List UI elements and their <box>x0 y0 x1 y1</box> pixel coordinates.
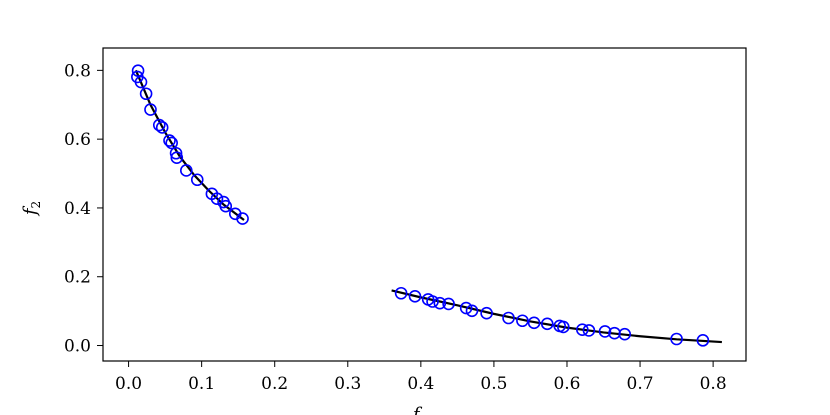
data-point <box>394 286 408 300</box>
data-point <box>426 295 439 308</box>
y-tick-label: 0.6 <box>64 130 91 150</box>
data-point <box>480 306 493 320</box>
data-point <box>170 151 184 165</box>
x-tick-label: 0.6 <box>553 374 580 394</box>
data-point <box>442 297 455 311</box>
data-point <box>180 164 193 177</box>
y-tick-label: 0.2 <box>64 268 91 288</box>
plot-area <box>131 64 722 347</box>
data-point <box>502 311 515 325</box>
data-point <box>576 323 589 337</box>
data-point <box>527 316 541 330</box>
data-point <box>144 103 157 116</box>
plot-frame <box>102 47 747 362</box>
x-tick-label: 0.2 <box>261 374 288 394</box>
data-point <box>155 121 169 134</box>
data-point <box>433 296 447 310</box>
x-axis-label: f1 <box>411 404 427 415</box>
data-point <box>540 317 554 331</box>
x-tick-label: 0.8 <box>700 374 727 394</box>
fit-line-2 <box>391 289 722 344</box>
x-tick-label: 0.4 <box>407 374 434 394</box>
y-tick-label: 0.4 <box>64 199 91 219</box>
data-point <box>131 64 145 77</box>
x-tick-label: 0.5 <box>480 374 507 394</box>
data-point <box>465 304 479 318</box>
data-point <box>459 301 473 315</box>
data-point <box>670 332 683 346</box>
data-point <box>516 314 529 328</box>
x-axis: 0.0 0.1 0.2 0.3 0.4 0.5 0.6 0.7 0.8 <box>115 361 727 394</box>
data-point <box>696 334 710 347</box>
data-point <box>408 290 422 303</box>
x-tick-label: 0.3 <box>334 374 361 394</box>
data-point <box>169 146 183 160</box>
data-point <box>219 199 233 213</box>
data-point <box>557 320 570 334</box>
data-point <box>139 87 153 101</box>
data-point <box>152 118 166 132</box>
data-point <box>165 136 178 150</box>
data-point <box>618 327 632 341</box>
data-point <box>236 212 249 225</box>
x-tick-label: 0.7 <box>627 374 654 394</box>
data-point <box>134 75 148 89</box>
data-point <box>210 192 224 205</box>
y-axis: 0.0 0.2 0.4 0.6 0.8 <box>64 61 103 357</box>
data-point <box>582 324 596 337</box>
x-tick-label: 0.1 <box>188 374 215 394</box>
data-point <box>598 325 612 338</box>
y-tick-label: 0.8 <box>64 61 91 81</box>
data-point <box>190 173 204 187</box>
x-tick-label: 0.0 <box>115 374 142 394</box>
data-point <box>163 134 176 147</box>
y-tick-label: 0.0 <box>64 337 91 357</box>
